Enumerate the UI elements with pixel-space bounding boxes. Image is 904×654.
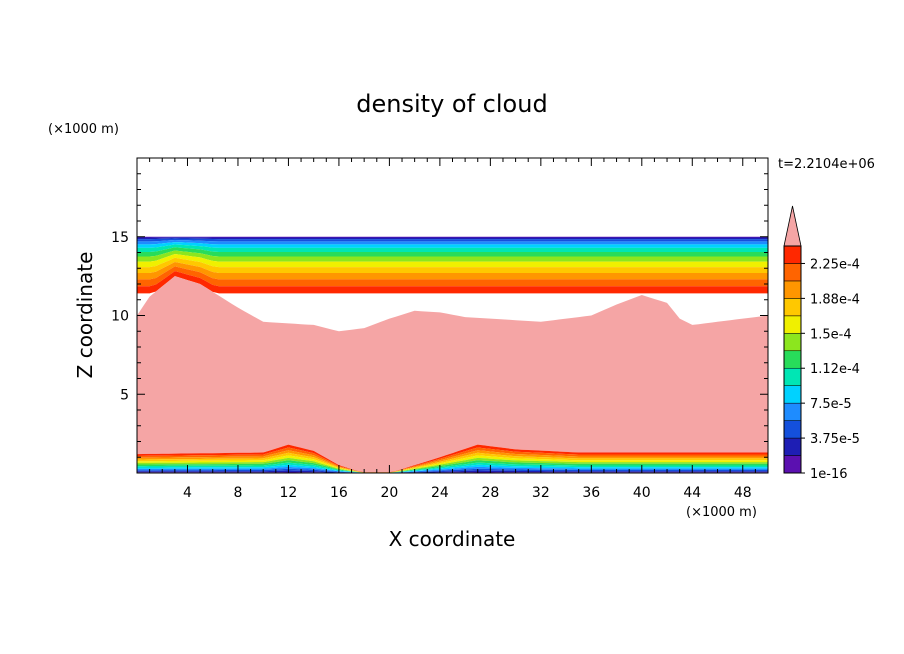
x-tick-label: 40 (633, 485, 651, 501)
colorbar-swatch (783, 385, 802, 404)
x-tick-label: 12 (280, 485, 298, 501)
upper-cloud-band (137, 266, 768, 287)
colorbar-swatch (783, 280, 802, 299)
colorbar-label: 2.25e-4 (810, 257, 860, 272)
colorbar-swatch (783, 245, 802, 264)
colorbar-swatch (783, 350, 802, 369)
x-tick-label: 48 (734, 485, 752, 501)
colorbar-swatch (783, 455, 802, 474)
upper-cloud-band (137, 250, 768, 262)
colorbar-swatch (783, 298, 802, 317)
x-tick-label: 32 (532, 485, 550, 501)
x-tick-label: 8 (233, 485, 242, 501)
y-axis-label: Z coordinate (73, 252, 97, 379)
y-tick-label: 5 (120, 387, 129, 403)
colorbar-frame (783, 245, 802, 474)
x-tick-label: 20 (380, 485, 398, 501)
colorbar-swatch (783, 437, 802, 456)
colorbar-over-arrow (783, 205, 802, 247)
y-tick-label: 10 (111, 309, 129, 325)
colorbar-swatch (783, 315, 802, 334)
upper-cloud-band (137, 254, 768, 268)
x-tick-label: 16 (330, 485, 348, 501)
colorbar: 1e-16 3.75e-5 7.5e-5 1.12e-4 1.5e-4 1.88e-4 2.… (783, 205, 860, 482)
upper-cloud-band (137, 242, 768, 248)
plot-area (137, 158, 768, 473)
x-axis: 4 8 12 16 20 24 28 32 36 40 44 48 (149, 158, 756, 501)
x-tick-label: 24 (431, 485, 449, 501)
upper-cloud-band (137, 236, 768, 238)
y-tick-label: 15 (111, 230, 129, 246)
colorbar-swatch (783, 420, 802, 439)
y-axis: 5 10 15 (111, 173, 768, 458)
lower-cloud-band (137, 462, 768, 473)
colorbar-swatch (783, 367, 802, 386)
colorbar-label: 1.88e-4 (810, 292, 860, 307)
y-unit-label: (×1000 m) (48, 122, 119, 137)
upper-cloud-band (137, 238, 768, 242)
x-axis-label: X coordinate (389, 527, 516, 551)
saturated-region (137, 276, 768, 473)
x-tick-label: 28 (481, 485, 499, 501)
colorbar-label: 1.12e-4 (810, 362, 860, 377)
upper-cloud-band (137, 240, 768, 245)
colorbar-swatch (783, 333, 802, 352)
x-tick-label: 4 (183, 485, 192, 501)
upper-cloud-band (137, 262, 768, 280)
colorbar-label: 1e-16 (810, 467, 848, 482)
x-tick-label: 44 (683, 485, 701, 501)
upper-cloud-band (137, 257, 768, 273)
upper-cloud-band (137, 237, 768, 240)
colorbar-label: 7.5e-5 (810, 397, 852, 412)
lower-cloud-band (137, 464, 768, 473)
colorbar-swatch (783, 263, 802, 282)
upper-cloud-band (137, 271, 768, 294)
colorbar-swatch (783, 402, 802, 421)
colorbar-label: 1.5e-4 (810, 327, 852, 342)
colorbar-label: 3.75e-5 (810, 432, 860, 447)
x-unit-label: (×1000 m) (686, 505, 757, 520)
time-label: t=2.2104e+06 (778, 157, 875, 172)
x-tick-label: 36 (582, 485, 600, 501)
upper-cloud-band (137, 247, 768, 257)
chart-title: density of cloud (356, 90, 547, 118)
upper-cloud-band (137, 244, 768, 252)
